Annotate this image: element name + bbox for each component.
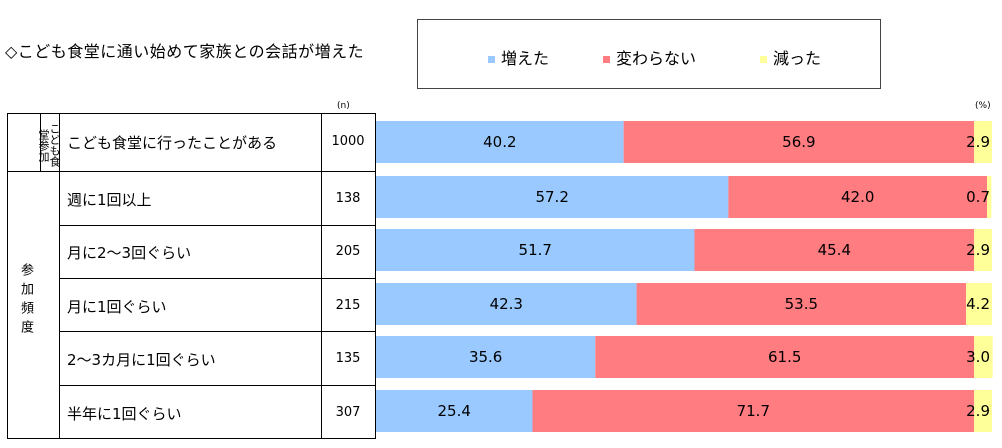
legend-item-unchanged: 変わらない xyxy=(603,45,696,69)
row-label: 月に2～3回ぐらい xyxy=(67,244,192,262)
data-label-decreased: 2.9 xyxy=(966,133,990,151)
group-divider xyxy=(40,113,41,171)
n-column-divider xyxy=(321,113,322,439)
n-value: 307 xyxy=(335,405,361,420)
data-label-unchanged: 61.5 xyxy=(768,348,801,366)
bar-segment-increased xyxy=(376,390,533,432)
table-bottom-border xyxy=(7,438,375,439)
row-label: 週に1回以上 xyxy=(67,191,152,209)
data-label-increased: 51.7 xyxy=(519,241,552,259)
bar-segment-decreased xyxy=(987,176,992,218)
data-label-unchanged: 71.7 xyxy=(737,402,770,420)
legend-label-increased: 増えた xyxy=(501,49,550,68)
data-label-unchanged: 45.4 xyxy=(818,241,851,259)
bar-segment-decreased xyxy=(974,229,992,271)
bar-segment-decreased xyxy=(974,390,992,432)
bar-segment-unchanged xyxy=(728,176,988,218)
row-label: こども食堂に行ったことがある xyxy=(67,134,278,152)
n-value: 1000 xyxy=(331,134,365,149)
row-divider xyxy=(59,278,375,279)
legend-item-increased: 増えた xyxy=(488,45,549,69)
bar-segment-unchanged xyxy=(694,229,975,271)
bar-segment-unchanged xyxy=(532,390,975,432)
bar-segment-increased xyxy=(376,336,596,378)
row-label: 2～3カ月に1回ぐらい xyxy=(67,351,216,369)
label-column-divider xyxy=(59,113,60,439)
n-value: 205 xyxy=(335,244,361,259)
data-table: こども食堂参加 参加頻度 こども食堂に行ったことがある 週に1回以上 月に2～3… xyxy=(7,113,997,439)
row-label: 半年に1回ぐらい xyxy=(67,405,182,423)
data-label-decreased: 4.2 xyxy=(966,295,990,313)
bar-segment-unchanged xyxy=(636,283,967,325)
legend-label-unchanged: 変わらない xyxy=(616,49,697,68)
row-label: 月に1回ぐらい xyxy=(67,298,167,316)
data-label-increased: 40.2 xyxy=(483,133,516,151)
chart-title: ◇こども食堂に通い始めて家族との会話が増えた xyxy=(5,42,365,61)
data-label-unchanged: 42.0 xyxy=(841,188,874,206)
bar-segment-unchanged xyxy=(623,121,975,163)
bar-segment-increased xyxy=(376,121,624,163)
bar-segment-increased xyxy=(376,176,729,218)
n-unit-label: (n) xyxy=(337,101,350,111)
legend: 増えた 変わらない 減った xyxy=(417,19,881,89)
bar-segment-increased xyxy=(376,283,637,325)
data-label-decreased: 2.9 xyxy=(966,402,990,420)
bar-segment-decreased xyxy=(974,121,992,163)
group-label-participation: こども食堂参加 xyxy=(37,123,61,167)
legend-swatch-decreased xyxy=(760,56,767,63)
data-label-decreased: 0.7 xyxy=(966,188,990,206)
data-label-decreased: 3.0 xyxy=(966,348,990,366)
bar-segment-unchanged xyxy=(595,336,975,378)
data-label-increased: 25.4 xyxy=(438,402,471,420)
legend-swatch-increased xyxy=(488,56,495,63)
data-label-unchanged: 56.9 xyxy=(782,133,815,151)
bar-segment-decreased xyxy=(966,283,992,325)
bar-segment-increased xyxy=(376,229,695,271)
data-label-increased: 42.3 xyxy=(490,295,523,313)
data-label-decreased: 2.9 xyxy=(966,241,990,259)
n-value: 138 xyxy=(335,191,361,206)
n-value: 135 xyxy=(335,351,361,366)
legend-label-decreased: 減った xyxy=(773,49,822,68)
table-top-border xyxy=(7,113,375,114)
row-divider xyxy=(59,385,375,386)
bar-area-left-border xyxy=(375,113,376,439)
group-label-frequency: 参加頻度 xyxy=(18,263,33,339)
row-divider xyxy=(7,171,375,172)
bar-segment-decreased xyxy=(974,336,993,378)
row-divider xyxy=(59,331,375,332)
legend-swatch-unchanged xyxy=(603,56,610,63)
table-left-border xyxy=(7,113,8,439)
data-label-unchanged: 53.5 xyxy=(785,295,818,313)
percent-unit-label: (%) xyxy=(975,101,991,111)
data-label-increased: 57.2 xyxy=(535,188,568,206)
n-value: 215 xyxy=(335,298,361,313)
data-label-increased: 35.6 xyxy=(469,348,502,366)
legend-item-decreased: 減った xyxy=(760,45,821,69)
row-divider xyxy=(59,225,375,226)
